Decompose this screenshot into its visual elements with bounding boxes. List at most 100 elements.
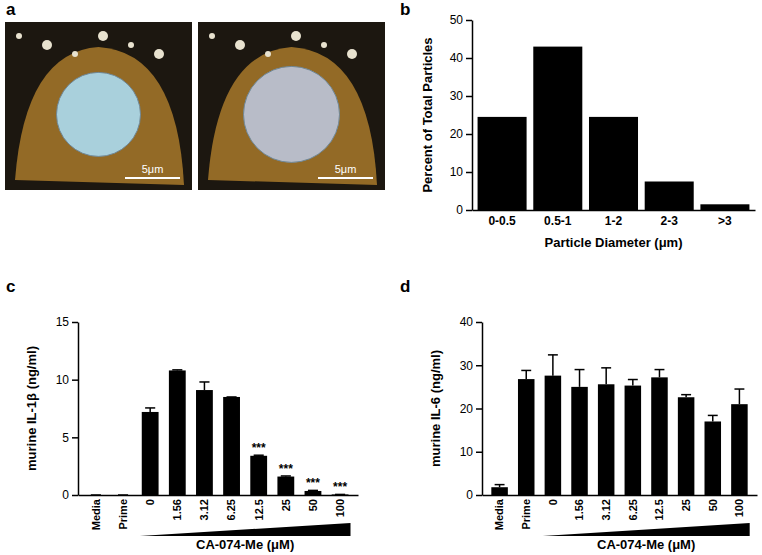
y-axis-title: murine IL-6 (ng/ml) (428, 350, 443, 467)
x-tick: 0 (547, 499, 559, 505)
bar (518, 379, 535, 495)
error-bar (628, 380, 638, 386)
error-bar-stem (605, 368, 607, 384)
significance: *** (333, 480, 347, 494)
error-bar-cap (601, 367, 611, 369)
bar (478, 117, 527, 210)
x-tick-label: 25 (280, 499, 292, 511)
x-tick-label: 1.56 (171, 499, 183, 520)
image-background (5, 22, 192, 190)
particle (244, 66, 340, 162)
y-tick-mark (476, 365, 482, 367)
error-bar-stem (659, 370, 661, 378)
significance: *** (279, 462, 293, 476)
y-tick-label: 0 (466, 488, 473, 502)
x-tick-label: 0 (547, 499, 559, 505)
error-bar (521, 370, 531, 379)
error-bar-cap (628, 379, 638, 381)
y-tick-label: 20 (460, 402, 474, 416)
y-tick-label: 30 (460, 359, 474, 373)
error-bar (601, 368, 611, 384)
x-axis-line (483, 495, 758, 497)
micrograph: 5μm (198, 22, 385, 190)
y-tick-mark (476, 408, 482, 410)
dose-wedge (140, 523, 351, 536)
y-tick-label: 15 (56, 315, 70, 329)
y-tick-mark (476, 495, 482, 497)
y-tick-mark (476, 322, 482, 324)
x-tick-label: 3.12 (198, 499, 210, 520)
error-bar-stem (525, 370, 527, 379)
y-tick-label: 40 (450, 51, 464, 65)
plot-area (491, 355, 747, 495)
error-bar-stem (204, 382, 206, 390)
x-axis-title: CA-074-Me (μM) (196, 537, 294, 552)
y-tick: 30 (460, 359, 482, 373)
y-tick-label: 5 (62, 431, 69, 445)
x-tick: 3.12 (600, 499, 612, 520)
error-bar-cap (708, 415, 718, 417)
error-bar-cap (227, 396, 237, 398)
error-bar-cap (548, 354, 558, 356)
x-tick-label: 6.25 (225, 499, 237, 520)
x-tick-label: 0 (144, 499, 156, 505)
error-bar (734, 389, 744, 404)
bar (705, 421, 722, 495)
scale-bar-label: 5μm (142, 163, 164, 175)
error-bar (145, 408, 155, 412)
panel-label: c (6, 277, 15, 296)
small-particle (16, 33, 22, 39)
figure: 5μm5μma010203040500-0.50.5-11-22-3>3Perc… (0, 0, 762, 555)
bar (571, 387, 588, 495)
y-tick: 40 (450, 51, 472, 65)
x-tick-label: 100 (733, 499, 745, 517)
x-tick: Media (493, 498, 505, 530)
y-tick-mark (466, 20, 472, 22)
scale-bar (318, 177, 373, 179)
x-tick-label: 3.12 (600, 499, 612, 520)
error-bar-cap (495, 484, 505, 486)
error-bar-cap (575, 369, 585, 371)
y-tick: 30 (450, 89, 472, 103)
y-tick-mark (72, 379, 78, 381)
bar (533, 47, 582, 210)
x-tick: 2-3 (661, 214, 679, 228)
x-tick-label: 1.56 (573, 499, 585, 520)
plot-area (478, 47, 750, 210)
error-bar (495, 485, 505, 488)
y-tick: 0 (466, 488, 482, 502)
y-tick: 40 (460, 315, 482, 329)
small-particle (291, 31, 301, 41)
y-tick: 10 (460, 445, 482, 459)
x-tick-label: 12.5 (653, 499, 665, 520)
bar (589, 117, 638, 210)
small-particle (321, 42, 327, 48)
bar (223, 397, 240, 495)
x-tick: 0 (144, 499, 156, 505)
x-tick-label: 12.5 (253, 499, 265, 520)
error-bar-cap (655, 369, 665, 371)
x-tick: 50 (307, 499, 319, 511)
x-tick-label: 50 (707, 499, 719, 511)
y-tick-label: 10 (450, 165, 464, 179)
y-tick-mark (466, 134, 472, 136)
y-tick-label: 20 (450, 127, 464, 141)
y-tick-label: 10 (56, 373, 70, 387)
x-tick: 1-2 (605, 214, 623, 228)
x-tick: 50 (707, 499, 719, 511)
small-particle (154, 49, 164, 59)
y-axis-line (472, 21, 474, 211)
x-tick: 25 (280, 499, 292, 511)
y-tick-mark (466, 96, 472, 98)
y-tick: 50 (450, 13, 472, 27)
bar (250, 456, 267, 495)
y-tick: 0 (62, 488, 78, 502)
bar (277, 477, 294, 495)
x-tick: 6.25 (627, 499, 639, 520)
x-tick-label: 100 (334, 499, 346, 517)
x-tick-label: 50 (307, 499, 319, 511)
panel-label: d (400, 277, 410, 296)
y-tick: 20 (460, 402, 482, 416)
small-particle (347, 49, 357, 59)
x-tick: 12.5 (253, 499, 265, 520)
